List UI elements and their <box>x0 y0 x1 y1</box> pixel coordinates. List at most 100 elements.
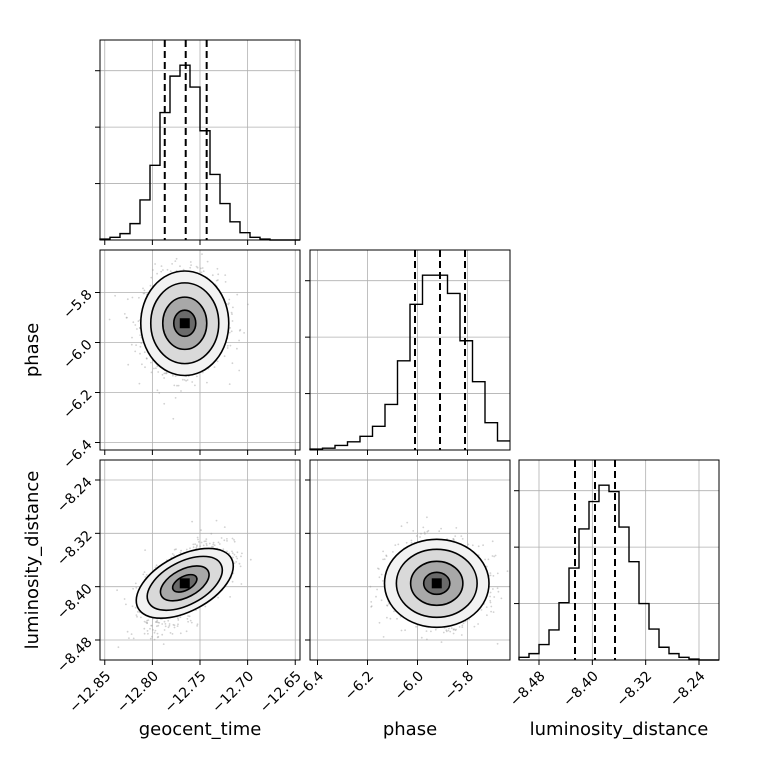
scatter-point <box>489 574 492 577</box>
scatter-point <box>490 610 492 613</box>
scatter-point <box>149 627 151 630</box>
scatter-point <box>223 539 226 542</box>
scatter-point <box>382 550 384 553</box>
scatter-point <box>176 384 178 387</box>
scatter-point <box>180 549 183 552</box>
scatter-point <box>455 527 458 529</box>
scatter-point <box>226 540 228 542</box>
scatter-point <box>131 296 134 299</box>
scatter-point <box>226 538 228 540</box>
scatter-point <box>452 538 455 540</box>
joint-panel-phase-luminosity_distance <box>305 459 511 665</box>
scatter-point <box>143 292 146 295</box>
scatter-point <box>235 561 238 563</box>
scatter-point <box>156 619 159 622</box>
scatter-point <box>144 576 147 578</box>
scatter-point <box>206 260 209 263</box>
scatter-point <box>493 555 496 558</box>
scatter-point <box>155 621 158 623</box>
scatter-point <box>171 633 174 635</box>
x-axis-label-phase: phase <box>383 719 437 740</box>
scatter-point <box>231 362 234 365</box>
scatter-point <box>232 306 234 309</box>
scatter-point <box>489 595 491 598</box>
scatter-point <box>172 623 175 626</box>
scatter-point <box>426 516 428 519</box>
scatter-point <box>247 303 249 306</box>
scatter-point <box>153 638 156 641</box>
scatter-point <box>196 544 198 547</box>
scatter-point <box>213 366 216 368</box>
scatter-point <box>137 320 140 323</box>
scatter-point <box>489 599 492 602</box>
scatter-point <box>132 587 135 590</box>
scatter-point <box>169 632 172 634</box>
scatter-point <box>389 617 392 620</box>
density-peak <box>179 578 190 589</box>
scatter-point <box>492 575 495 577</box>
scatter-point <box>425 630 428 632</box>
scatter-point <box>132 637 135 640</box>
scatter-point <box>200 271 203 274</box>
scatter-point <box>187 620 190 623</box>
scatter-point <box>375 595 377 598</box>
scatter-point <box>422 526 425 529</box>
scatter-point <box>206 381 208 384</box>
scatter-point <box>155 621 157 623</box>
hist-panel-phase <box>305 249 511 455</box>
scatter-point <box>217 273 220 276</box>
scatter-point <box>204 605 207 608</box>
scatter-point <box>233 539 235 541</box>
scatter-point <box>238 329 241 332</box>
joint-panel-geocent_time-luminosity_distance <box>95 459 301 665</box>
scatter-point <box>240 583 243 585</box>
scatter-point <box>386 616 388 619</box>
scatter-point <box>162 643 165 645</box>
y-axis-label-phase: phase <box>22 323 43 377</box>
x-axis-label-luminosity_distance: luminosity_distance <box>530 719 709 740</box>
scatter-point <box>203 540 206 543</box>
scatter-point <box>485 565 488 568</box>
scatter-point <box>445 629 448 632</box>
scatter-point <box>173 554 175 557</box>
scatter-point <box>226 550 228 553</box>
scatter-point <box>471 544 474 547</box>
scatter-point <box>192 546 195 549</box>
scatter-point <box>238 562 241 565</box>
scatter-point <box>132 321 135 324</box>
scatter-point <box>447 629 450 632</box>
scatter-point <box>477 623 479 625</box>
scatter-point <box>183 379 186 381</box>
scatter-point <box>174 397 177 399</box>
scatter-point <box>370 601 373 603</box>
scatter-point <box>197 538 199 541</box>
scatter-point <box>166 268 169 271</box>
x-tick-label: −6.0 <box>392 668 427 703</box>
scatter-point <box>500 597 503 600</box>
scatter-point <box>188 615 191 618</box>
scatter-point <box>150 371 153 374</box>
scatter-point <box>145 621 148 624</box>
scatter-point <box>196 266 199 269</box>
scatter-point <box>496 642 499 645</box>
scatter-point <box>158 392 161 394</box>
scatter-point <box>249 558 252 561</box>
scatter-point <box>462 622 465 625</box>
scatter-point <box>164 623 167 625</box>
scatter-point <box>228 298 231 301</box>
scatter-point <box>153 367 155 370</box>
scatter-point <box>149 637 152 640</box>
scatter-point <box>200 541 203 544</box>
scatter-point <box>487 558 490 561</box>
scatter-point <box>143 632 146 635</box>
scatter-point <box>140 616 142 619</box>
scatter-point <box>130 343 133 346</box>
scatter-point <box>420 636 423 639</box>
scatter-point <box>154 566 157 569</box>
scatter-point <box>175 245 177 247</box>
scatter-point <box>452 632 455 635</box>
density-peak <box>431 578 442 589</box>
scatter-point <box>412 530 415 532</box>
panel-frame <box>309 459 511 661</box>
scatter-point <box>149 284 152 287</box>
